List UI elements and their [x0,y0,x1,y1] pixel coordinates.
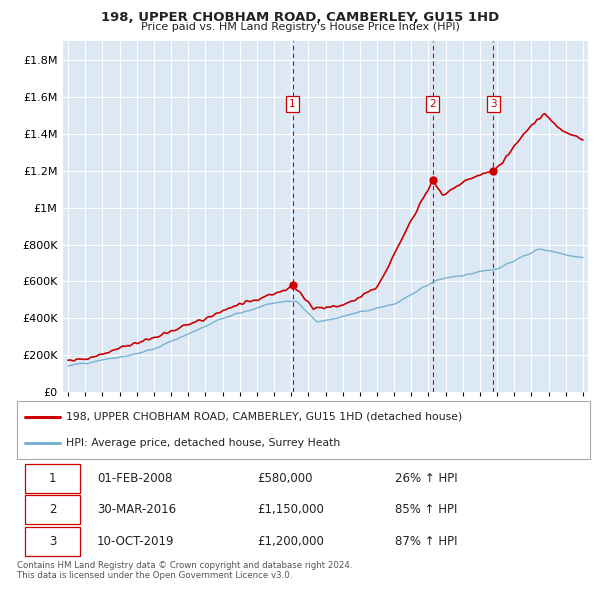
Text: 26% ↑ HPI: 26% ↑ HPI [395,472,458,485]
Text: 198, UPPER CHOBHAM ROAD, CAMBERLEY, GU15 1HD: 198, UPPER CHOBHAM ROAD, CAMBERLEY, GU15… [101,11,499,24]
Text: £580,000: £580,000 [257,472,313,485]
Text: Contains HM Land Registry data © Crown copyright and database right 2024.: Contains HM Land Registry data © Crown c… [17,560,352,569]
FancyBboxPatch shape [25,527,80,556]
Text: 3: 3 [49,535,56,548]
Text: 01-FEB-2008: 01-FEB-2008 [97,472,172,485]
Text: 3: 3 [490,99,497,109]
Text: 10-OCT-2019: 10-OCT-2019 [97,535,175,548]
Text: This data is licensed under the Open Government Licence v3.0.: This data is licensed under the Open Gov… [17,571,292,579]
Text: 2: 2 [430,99,436,109]
Text: 2: 2 [49,503,56,516]
Text: £1,200,000: £1,200,000 [257,535,325,548]
Text: £1,150,000: £1,150,000 [257,503,325,516]
Text: 1: 1 [49,472,56,485]
FancyBboxPatch shape [25,464,80,493]
Text: 30-MAR-2016: 30-MAR-2016 [97,503,176,516]
FancyBboxPatch shape [17,401,590,459]
Text: 87% ↑ HPI: 87% ↑ HPI [395,535,457,548]
Text: 198, UPPER CHOBHAM ROAD, CAMBERLEY, GU15 1HD (detached house): 198, UPPER CHOBHAM ROAD, CAMBERLEY, GU15… [65,412,462,422]
Text: 85% ↑ HPI: 85% ↑ HPI [395,503,457,516]
FancyBboxPatch shape [25,496,80,524]
Text: Price paid vs. HM Land Registry's House Price Index (HPI): Price paid vs. HM Land Registry's House … [140,22,460,32]
Text: HPI: Average price, detached house, Surrey Heath: HPI: Average price, detached house, Surr… [65,438,340,448]
Text: 1: 1 [289,99,296,109]
